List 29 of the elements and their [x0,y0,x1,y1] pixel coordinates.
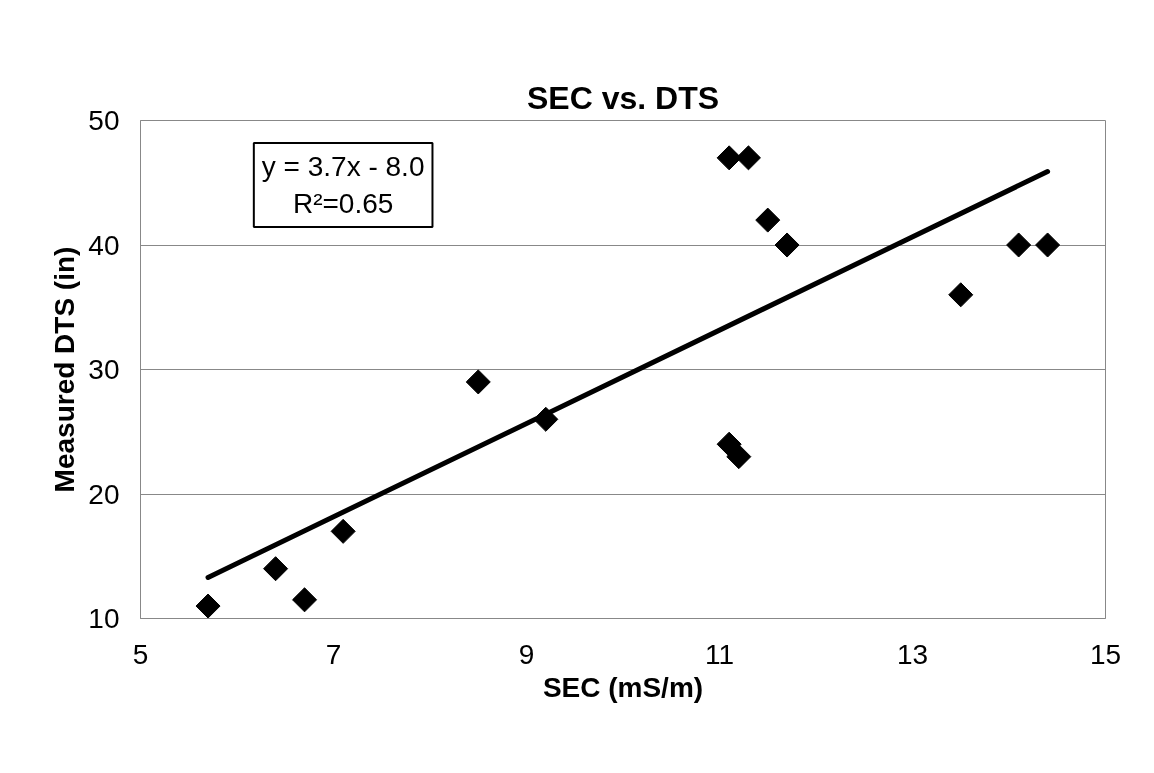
x-tick-label: 5 [132,638,149,670]
x-axis-title: SEC (mS/m) [542,671,704,703]
y-tick-label: 10 [88,603,120,634]
point [755,207,781,233]
point [263,556,289,582]
x-tick-label: 9 [518,638,535,670]
x-tick-label: 11 [704,638,735,670]
y-tick-label: 50 [88,105,120,136]
point [1035,232,1061,258]
chart-title: SEC vs. DTS [526,79,720,116]
point [330,518,356,544]
point [465,369,491,395]
point [716,145,742,171]
point [774,232,800,258]
annotation: R²=0.65 [292,188,394,220]
y-tick-label: 40 [88,229,120,261]
point [948,282,974,308]
point [735,145,761,171]
point [726,444,752,470]
x-tick-label: 7 [325,638,342,670]
y-tick-label: 20 [88,478,120,510]
annotation: y = 3.7x - 8.0 [261,150,425,182]
x-tick-label: 15 [1089,638,1122,670]
x-tick-label: 13 [896,638,929,670]
y-axis-title: Measured DTS (in) [49,246,81,493]
point [292,587,318,613]
point [195,593,221,619]
point [1006,232,1032,258]
y-tick-label: 30 [88,354,120,385]
